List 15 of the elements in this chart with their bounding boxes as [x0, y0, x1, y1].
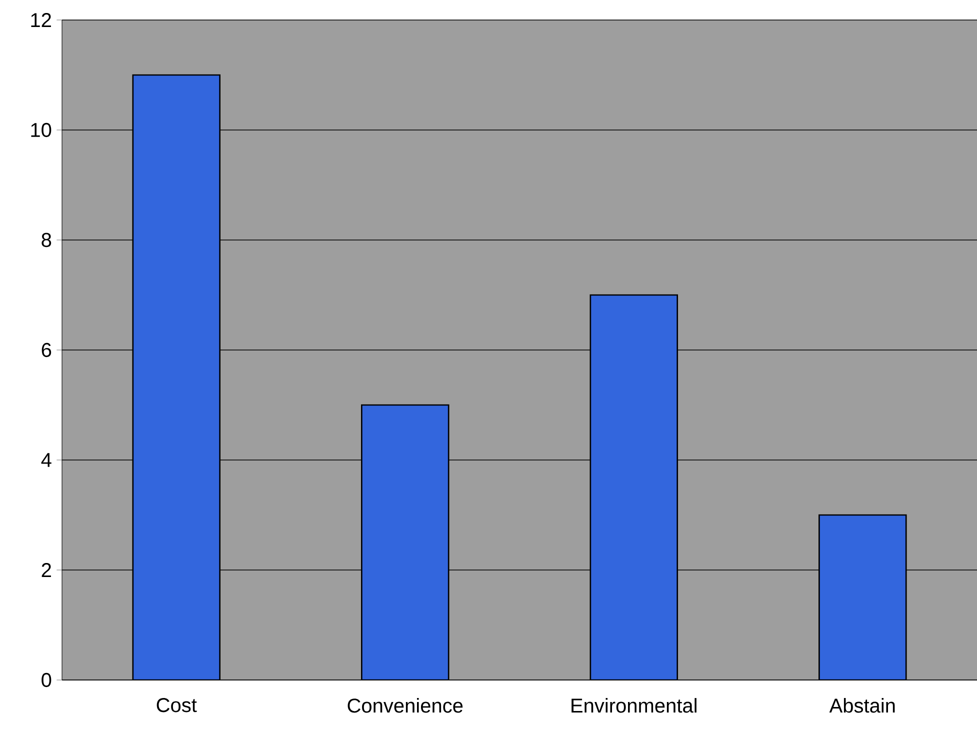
bar — [590, 294, 678, 680]
x-tick-label: Convenience — [348, 698, 463, 713]
y-tick-label: 12 — [31, 13, 51, 27]
y-tick-label: 0 — [42, 672, 52, 688]
x-tick-label: Abstain — [829, 698, 895, 713]
x-tick-label: Cost — [156, 698, 197, 712]
bar — [361, 404, 450, 680]
y-tick-label: 6 — [42, 342, 52, 358]
y-tick-label: 2 — [42, 563, 51, 577]
y-tick-label: 4 — [41, 453, 52, 467]
bar — [132, 74, 221, 680]
y-tick-label: 8 — [42, 232, 52, 248]
y-tick-label: 10 — [31, 122, 52, 138]
bar — [818, 514, 907, 680]
x-tick-label: Environmental — [572, 698, 696, 713]
